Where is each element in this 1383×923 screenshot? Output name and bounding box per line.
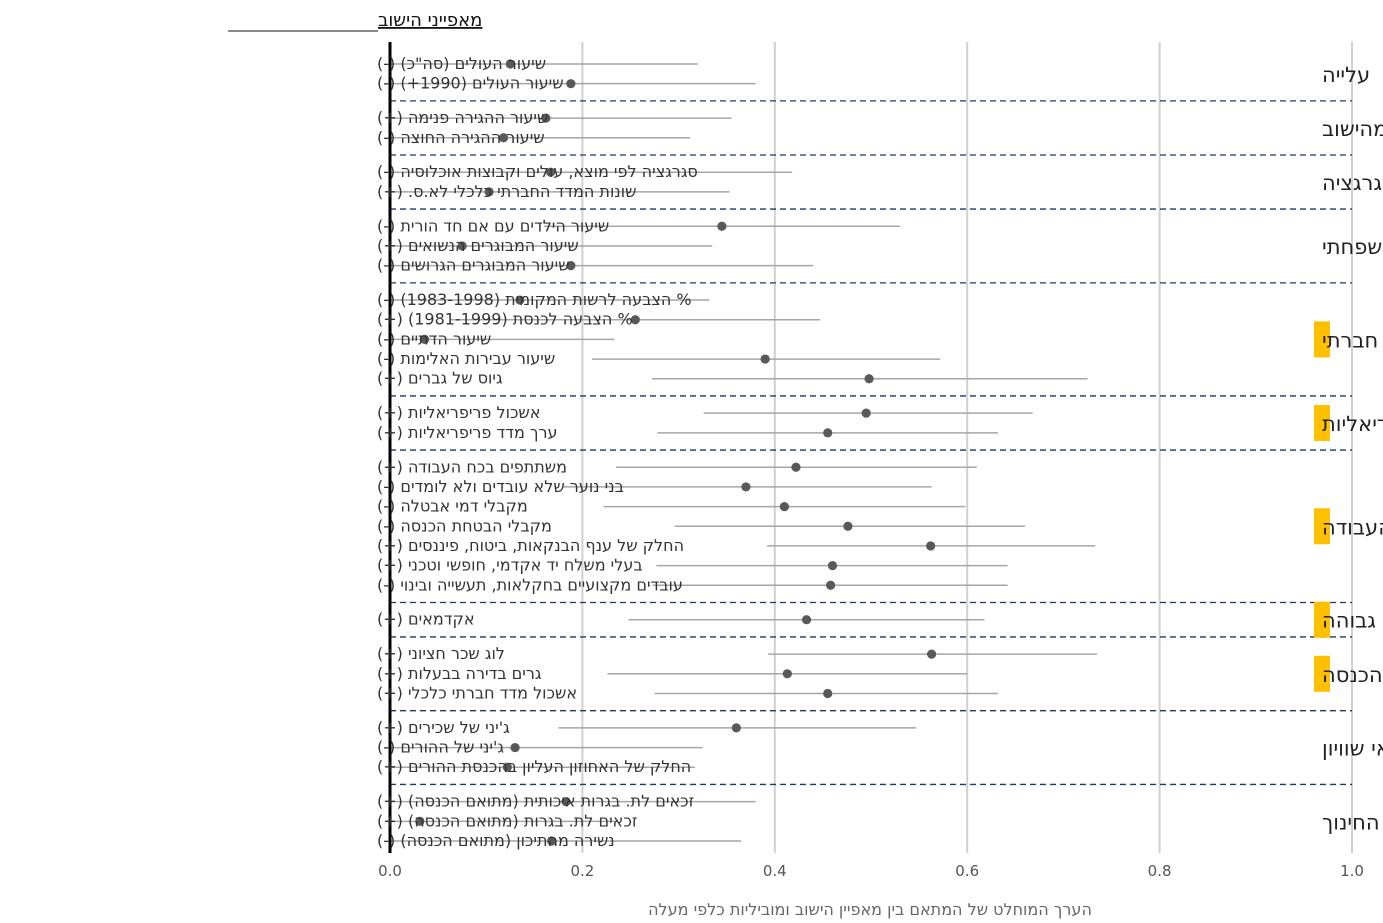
data-point bbox=[541, 113, 551, 123]
variable-label: זכאים לת. בגרות (מתואם הכנסה) (+) bbox=[377, 811, 637, 830]
data-point bbox=[717, 221, 727, 231]
variable-label: נשירה מהתיכון (מתואם הכנסה) (-) bbox=[377, 831, 615, 850]
variable-label: מקבלי הבטחת הכנסה (-) bbox=[377, 516, 552, 535]
data-point bbox=[547, 836, 557, 846]
variable-label: ג'יני של ההורים (-) bbox=[377, 738, 504, 757]
variable-label: שיעור המבוגרים הגרושים (-) bbox=[377, 256, 570, 275]
category-label: עלייה bbox=[1322, 63, 1370, 87]
data-point bbox=[760, 354, 770, 364]
chart-title: מאפייני הישוב bbox=[378, 10, 482, 31]
variable-label: שיעור עבירות האלימות (-) bbox=[377, 349, 555, 368]
range-lines bbox=[390, 63, 1098, 842]
data-point bbox=[510, 742, 520, 753]
x-axis-title: הערך המוחלט של המתאם בין מאפיין הישוב ומ… bbox=[648, 900, 1092, 919]
category-label: השכלה גבוהה bbox=[1322, 609, 1383, 633]
variable-label: החלק של ענף הבנקאות, ביטוח, פיננסים (+) bbox=[377, 536, 684, 555]
data-point bbox=[827, 561, 838, 571]
category-label: הון חברתי bbox=[1322, 328, 1383, 352]
variable-label: ג'יני של שכירים (+) bbox=[377, 718, 510, 737]
category-label: הכנסה bbox=[1322, 663, 1383, 687]
category-highlight bbox=[1314, 404, 1330, 441]
category-label: שוק העבודה bbox=[1322, 515, 1383, 539]
data-point bbox=[801, 615, 812, 625]
data-point bbox=[505, 59, 515, 69]
variable-label: החלק של האחוזון העליון בהכנסת ההורים (+) bbox=[377, 757, 691, 776]
data-point bbox=[484, 187, 494, 197]
data-point bbox=[927, 649, 937, 659]
category-label: הגירה מהישוב bbox=[1322, 117, 1383, 141]
variable-labels: שיעור העולים (סה"כ) (-)שיעור העולים (199… bbox=[377, 54, 698, 850]
data-point bbox=[731, 723, 741, 733]
data-point bbox=[823, 688, 833, 699]
category-label: פריפריאליות bbox=[1322, 412, 1383, 436]
variable-label: משתתפים בכח העבודה (+) bbox=[377, 457, 567, 476]
category-highlight bbox=[1314, 321, 1330, 358]
variable-label: אשכול מדד חברתי כלכלי (+) bbox=[377, 683, 577, 702]
variable-label: % הצבעה לרשות המקומית (1983-1998) (-) bbox=[377, 290, 692, 309]
data-point bbox=[779, 501, 790, 512]
variable-label: שיעור הילדים עם אם חד הורית (-) bbox=[377, 216, 609, 235]
variable-label: עובדים מקצועיים בחקלאות, תעשייה ובינוי (… bbox=[377, 575, 683, 594]
data-point bbox=[566, 79, 576, 89]
category-highlight bbox=[1314, 601, 1330, 638]
data-point bbox=[630, 315, 640, 325]
variable-label: גיוס של גברים (+) bbox=[377, 369, 503, 388]
data-point bbox=[566, 261, 576, 271]
data-point bbox=[498, 133, 509, 143]
variable-label: שיעור הדתיים (-) bbox=[377, 329, 491, 348]
data-point bbox=[546, 167, 556, 177]
data-point bbox=[457, 241, 467, 251]
category-highlight bbox=[1314, 655, 1330, 692]
category-label: מבנה משפחתי bbox=[1322, 235, 1383, 259]
data-point bbox=[864, 374, 874, 384]
grid-lines bbox=[581, 42, 1353, 853]
x-tick-label: 0.4 bbox=[763, 862, 787, 880]
data-points bbox=[415, 59, 937, 846]
x-tick-labels: 0.0 0.2 0.4 0.6 0.8 1.0 bbox=[378, 862, 1364, 880]
variable-label: אשכול פריפריאליות (+) bbox=[377, 403, 540, 422]
x-tick-label: 0.0 bbox=[378, 862, 402, 880]
variable-label: ערך מדד פריפריאליות (+) bbox=[377, 423, 558, 442]
variable-label: זכאים לת. בגרות איכותית (מתואם הכנסה) (+… bbox=[377, 792, 694, 811]
variable-label: שיעור העולים (סה"כ) (-) bbox=[377, 54, 546, 73]
data-point bbox=[843, 521, 853, 531]
data-point bbox=[502, 762, 512, 772]
variable-label: בני נוער שלא עובדים ולא לומדים (-) bbox=[377, 477, 624, 496]
variable-label: שיעור ההגירה החוצה (-) bbox=[377, 128, 545, 147]
data-point bbox=[741, 482, 751, 492]
data-point bbox=[791, 462, 801, 472]
x-tick-label: 0.8 bbox=[1148, 862, 1172, 880]
variable-label: סגרגציה לפי מוצא, עולים וקבוצות אוכלוסיה… bbox=[377, 162, 698, 181]
x-tick-label: 1.0 bbox=[1340, 862, 1364, 880]
data-point bbox=[415, 816, 425, 826]
data-point bbox=[861, 408, 871, 418]
category-labels: עלייה הגירה מהישוב סגרגציה מבנה משפחתי הון ח… bbox=[1314, 63, 1383, 834]
category-label: מערכת החינוך bbox=[1322, 810, 1383, 834]
x-tick-label: 0.6 bbox=[955, 862, 979, 880]
variable-label: שיעור העולים (1990+) (-) bbox=[377, 74, 564, 93]
data-point bbox=[823, 428, 833, 438]
data-point bbox=[515, 295, 525, 305]
variable-label: שונות המדד החברתי כלכלי לא.ס. (+) bbox=[377, 182, 636, 201]
data-point bbox=[420, 334, 430, 344]
data-point bbox=[561, 797, 571, 807]
variable-label: מקבלי דמי אבטלה (-) bbox=[377, 497, 528, 516]
variable-label: % הצבעה לכנסת (1981-1999) (+) bbox=[377, 310, 633, 329]
data-point bbox=[926, 541, 936, 551]
category-label: סגרגציה bbox=[1322, 171, 1383, 195]
variable-label: בעלי משלח יד אקדמי, חופשי וטכני (+) bbox=[377, 556, 643, 575]
variable-label: אקדמאים (+) bbox=[377, 610, 475, 629]
category-label: אי שוויון bbox=[1322, 737, 1383, 761]
variable-label: שיעור המבוגרים הנשואים (+) bbox=[377, 236, 579, 255]
variable-label: לוג שכר חציוני (+) bbox=[377, 644, 505, 663]
variable-label: גרים בדירה בבעלות (+) bbox=[377, 664, 542, 683]
data-point bbox=[782, 669, 792, 679]
group-separators bbox=[390, 100, 1352, 786]
data-point bbox=[825, 580, 836, 590]
x-tick-label: 0.2 bbox=[570, 862, 594, 880]
variable-label: שיעור ההגירה פנימה (+) bbox=[377, 108, 548, 127]
category-highlight bbox=[1314, 508, 1330, 545]
